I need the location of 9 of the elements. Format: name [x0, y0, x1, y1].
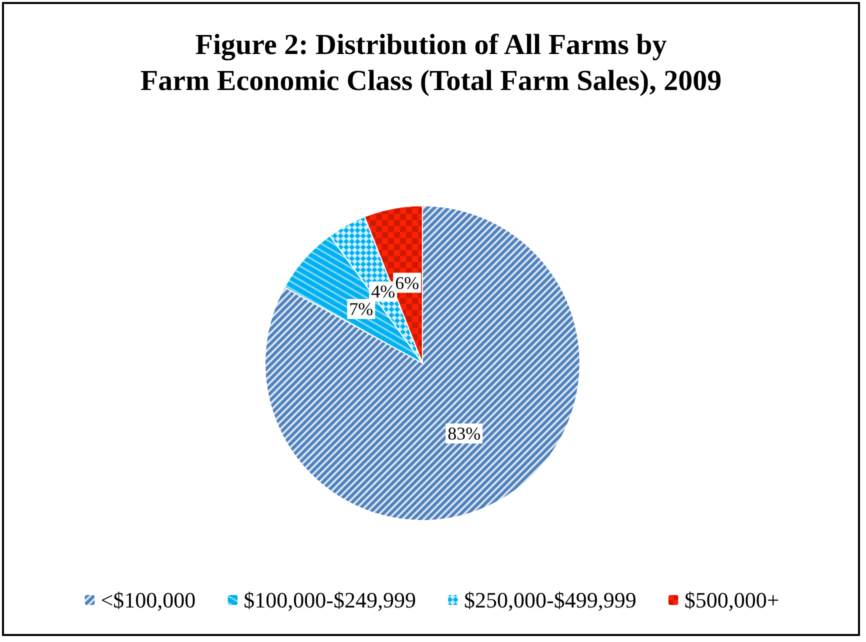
chart-title: Figure 2: Distribution of All Farms by Farm Economic Class (Total Farm Sales), 2009	[140, 29, 722, 97]
legend-label: $250,000-$499,999	[464, 588, 636, 612]
data-label: 6%	[395, 272, 420, 293]
data-label: 4%	[371, 281, 396, 302]
data-label: 83%	[448, 423, 481, 444]
legend-label: <$100,000	[100, 588, 196, 612]
data-label: 7%	[349, 299, 374, 320]
legend-label: $500,000+	[684, 588, 780, 612]
legend-label: $100,000-$249,999	[244, 588, 416, 612]
